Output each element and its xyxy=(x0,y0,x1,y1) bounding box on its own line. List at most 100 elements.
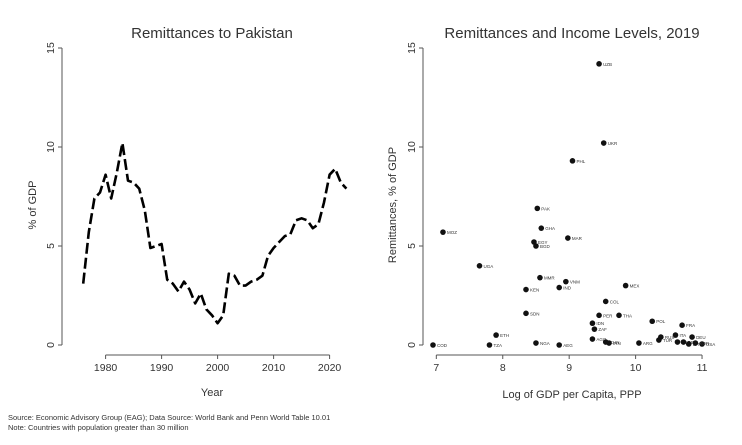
scatter-point-label: MOZ xyxy=(447,230,457,235)
scatter-point-label: SDN xyxy=(530,311,540,316)
line-chart-axes: 1980 1990 2000 2010 2020 0 5 10 15 xyxy=(45,42,341,374)
scatter-point xyxy=(692,340,699,346)
scatter-point-label: IRN xyxy=(613,341,621,346)
scatter-point-label: RUS xyxy=(665,335,675,340)
figure: Remittances to Pakistan 1980 1990 2000 2010… xyxy=(27,25,715,401)
scatter-point-label: NGA xyxy=(540,341,550,346)
scatter-point xyxy=(493,332,499,338)
scatter-point-label: USA xyxy=(706,342,715,347)
scatter-point-label: EGY xyxy=(538,240,548,245)
line-chart-y-tick-label: 10 xyxy=(45,141,57,153)
scatter-point xyxy=(616,312,622,319)
scatter-point-label: POL xyxy=(656,319,666,324)
scatter-point xyxy=(533,340,539,346)
scatter-point-label: UGA xyxy=(484,264,494,269)
scatter-chart-x-tick-label: 8 xyxy=(500,362,506,374)
scatter-chart-y-tick-label: 5 xyxy=(406,243,418,249)
scatter-point-label: ZAF xyxy=(598,327,607,332)
scatter-point-label: MAR xyxy=(572,236,583,241)
scatter-point xyxy=(589,320,596,327)
scatter-point xyxy=(523,310,529,317)
scatter-point xyxy=(600,140,607,146)
scatter-chart-title: Remittances and Income Levels, 2019 xyxy=(444,25,699,42)
line-chart-y-axis-label: % of GDP xyxy=(27,181,39,230)
scatter-point xyxy=(679,322,685,329)
scatter-point xyxy=(569,158,576,164)
line-chart-x-tick-label: 2010 xyxy=(262,362,286,374)
scatter-point xyxy=(622,282,629,289)
scatter-point-label: IDN xyxy=(596,321,604,326)
scatter-point-label: DEU xyxy=(696,335,706,340)
line-chart-plot xyxy=(81,141,348,325)
scatter-point xyxy=(589,336,596,342)
scatter-point xyxy=(699,341,705,347)
line-chart-x-axis-label: Year xyxy=(201,387,224,399)
scatter-point-label: IND xyxy=(563,286,572,291)
scatter-point-label: TZA xyxy=(493,343,502,348)
line-chart-y-tick-label: 5 xyxy=(45,243,57,249)
scatter-chart-x-tick-label: 9 xyxy=(566,362,572,374)
line-chart-panel: Remittances to Pakistan 1980 1990 2000 2010… xyxy=(27,25,348,399)
scatter-chart-y-tick-label: 10 xyxy=(406,141,418,153)
scatter-chart-x-axis-label: Log of GDP per Capita, PPP xyxy=(502,389,641,401)
line-chart-x-tick-label: 1980 xyxy=(94,362,118,374)
scatter-point xyxy=(596,61,602,67)
line-chart-title: Remittances to Pakistan xyxy=(131,25,293,42)
scatter-point-label: MEX xyxy=(630,284,640,289)
scatter-point xyxy=(556,284,563,291)
scatter-point xyxy=(606,340,612,346)
scatter-point xyxy=(533,243,539,249)
scatter-point-label: BGD xyxy=(540,244,551,249)
scatter-point xyxy=(591,326,598,332)
scatter-point xyxy=(656,337,662,343)
scatter-point xyxy=(596,312,602,319)
scatter-chart-x-tick-label: 7 xyxy=(433,362,439,374)
scatter-point xyxy=(649,318,656,325)
scatter-point-label: TUR xyxy=(663,338,673,343)
scatter-point-label: UKR xyxy=(608,141,618,146)
scatter-point-label: PAK xyxy=(541,206,550,211)
scatter-point xyxy=(537,274,543,281)
line-chart-x-tick-label: 1990 xyxy=(150,362,174,374)
scatter-point xyxy=(430,342,436,348)
scatter-point xyxy=(689,334,695,340)
line-chart-x-tick-label: 2020 xyxy=(318,362,342,374)
scatter-point xyxy=(602,298,609,305)
scatter-point-label: THA xyxy=(623,313,632,318)
scatter-point xyxy=(440,229,446,235)
scatter-point-label: PHL xyxy=(577,159,586,164)
scatter-point xyxy=(476,263,483,269)
scatter-point xyxy=(674,339,681,345)
scatter-point xyxy=(672,332,679,338)
scatter-point-label: PER xyxy=(603,313,613,318)
scatter-point xyxy=(563,278,569,285)
scatter-point-label: AEG xyxy=(563,343,573,348)
scatter-point xyxy=(486,342,493,348)
scatter-chart-panel: Remittances and Income Levels, 2019 7 8 9 1… xyxy=(387,25,715,401)
scatter-point xyxy=(556,342,563,348)
scatter-point-label: ARG xyxy=(643,341,653,346)
source-note: Source: Economic Advisory Group (EAG); D… xyxy=(8,413,331,422)
scatter-point-label: UZB xyxy=(603,62,612,67)
scatter-point-label: COD xyxy=(437,343,448,348)
line-chart-y-tick-label: 15 xyxy=(45,42,57,54)
scatter-point-label: FRA xyxy=(686,323,695,328)
scatter-point-label: AGO xyxy=(596,337,607,342)
scatter-point xyxy=(680,339,687,345)
population-note: Note: Countries with population greater … xyxy=(8,423,189,432)
scatter-chart-y-axis-label: Remittances, % of GDP xyxy=(387,147,399,263)
scatter-point-label: KOR xyxy=(699,341,710,346)
scatter-point-label: KEN xyxy=(530,288,539,293)
scatter-point xyxy=(685,341,692,347)
scatter-point xyxy=(523,286,529,293)
scatter-point-label: VNM xyxy=(570,280,580,285)
scatter-point-label: ETH xyxy=(500,333,509,338)
scatter-point-label: GHA xyxy=(545,226,555,231)
scatter-point xyxy=(538,225,545,231)
scatter-point-label: CHN xyxy=(610,340,620,345)
scatter-point-label: ITA xyxy=(679,333,686,338)
scatter-chart-y-tick-label: 0 xyxy=(406,342,418,348)
scatter-chart-axes: 7 8 9 10 11 0 5 10 15 xyxy=(406,42,708,374)
scatter-point xyxy=(565,235,571,241)
line-chart-x-tick-label: 2000 xyxy=(206,362,230,374)
